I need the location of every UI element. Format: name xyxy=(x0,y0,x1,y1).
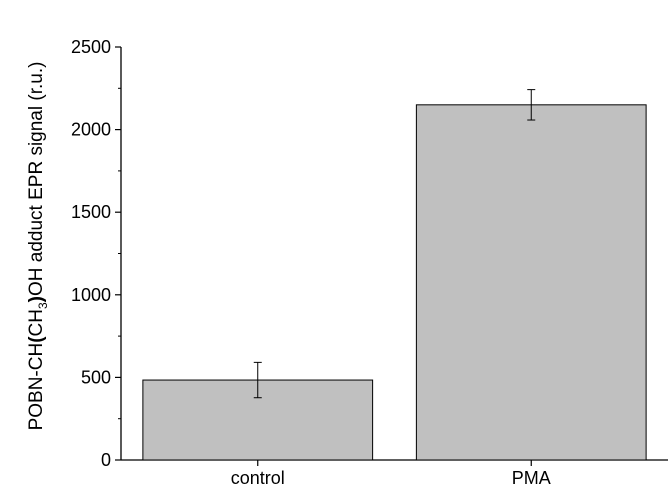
y-tick-label: 2500 xyxy=(71,37,111,57)
ylabel-ch: CH xyxy=(26,309,47,336)
ylabel-paren-open: ( xyxy=(26,336,47,343)
y-axis-label: POBN-CH(CH3)OH adduct EPR signal (r.u.) xyxy=(26,62,50,431)
plot-area: 0 500 1000 1500 2000 2500 control PMA xyxy=(71,37,668,488)
x-category-label: control xyxy=(231,468,285,488)
ylabel-paren-close: ) xyxy=(26,296,47,302)
y-tick-label: 2000 xyxy=(71,120,111,140)
ylabel-sub: 3 xyxy=(36,302,50,309)
y-tick-label: 1500 xyxy=(71,202,111,222)
ylabel-part2: OH adduct EPR signal (r.u.) xyxy=(26,62,47,296)
y-tick-label: 500 xyxy=(81,367,111,387)
bar-pma xyxy=(415,104,647,461)
x-category-label: PMA xyxy=(512,468,551,488)
y-tick-label: 1000 xyxy=(71,285,111,305)
ylabel-part1: POBN-CH xyxy=(26,343,47,431)
y-tick-label: 0 xyxy=(101,450,111,470)
